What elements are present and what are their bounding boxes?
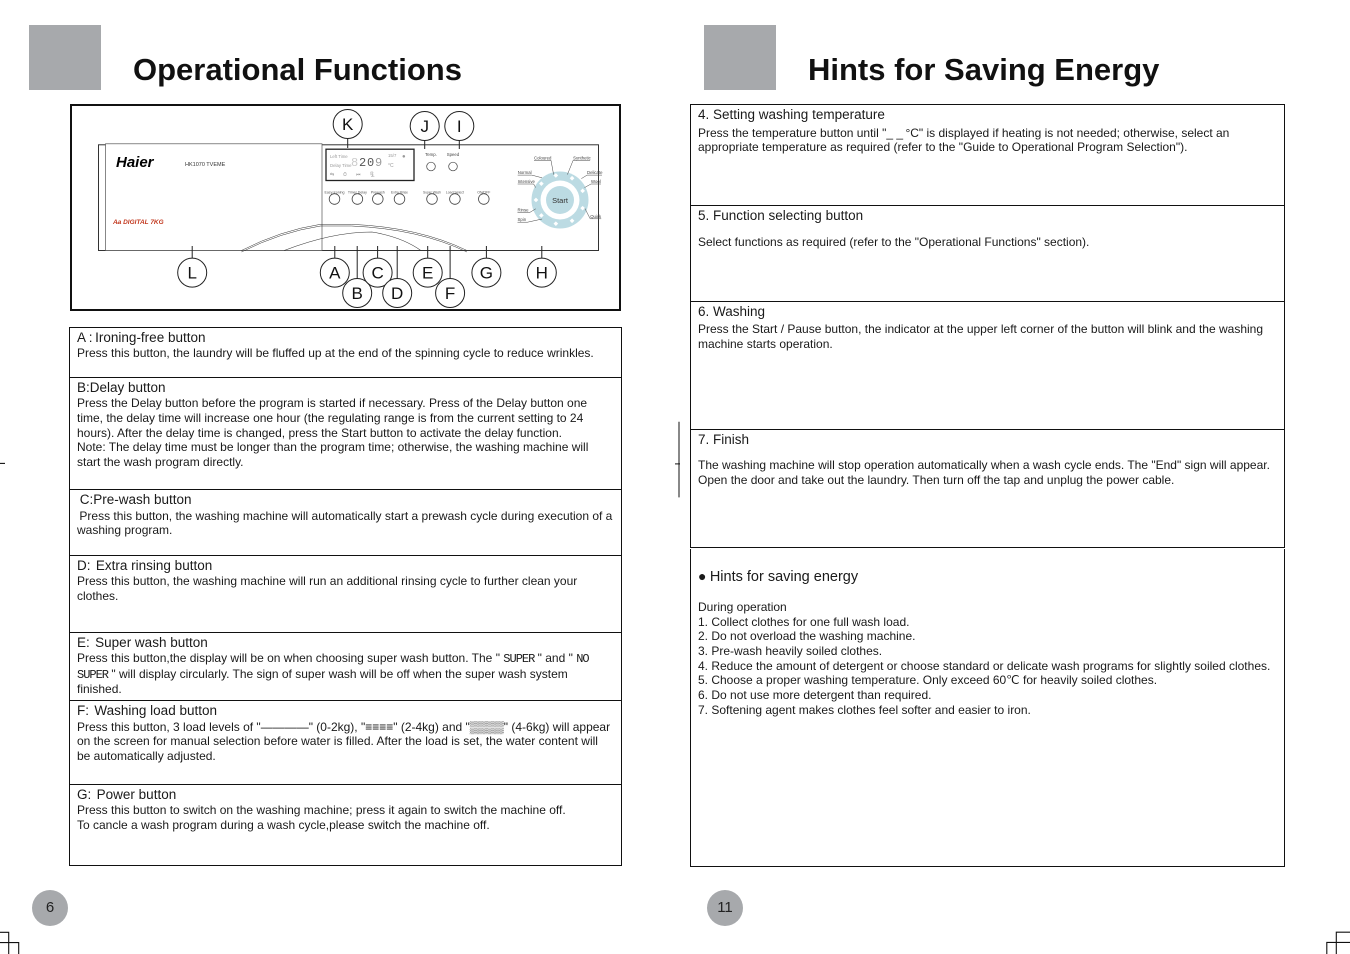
svg-text:L: L [187,264,196,283]
svg-text:D: D [391,284,403,303]
svg-text:C: C [371,264,383,283]
svg-text:J: J [420,117,429,136]
svg-text:A: A [329,264,341,283]
svg-text:G: G [480,264,493,283]
svg-text:E: E [422,264,433,283]
svg-text:F: F [445,284,455,303]
svg-text:H: H [536,264,548,283]
svg-text:K: K [342,115,354,134]
svg-text:B: B [352,284,363,303]
svg-text:I: I [457,117,462,136]
